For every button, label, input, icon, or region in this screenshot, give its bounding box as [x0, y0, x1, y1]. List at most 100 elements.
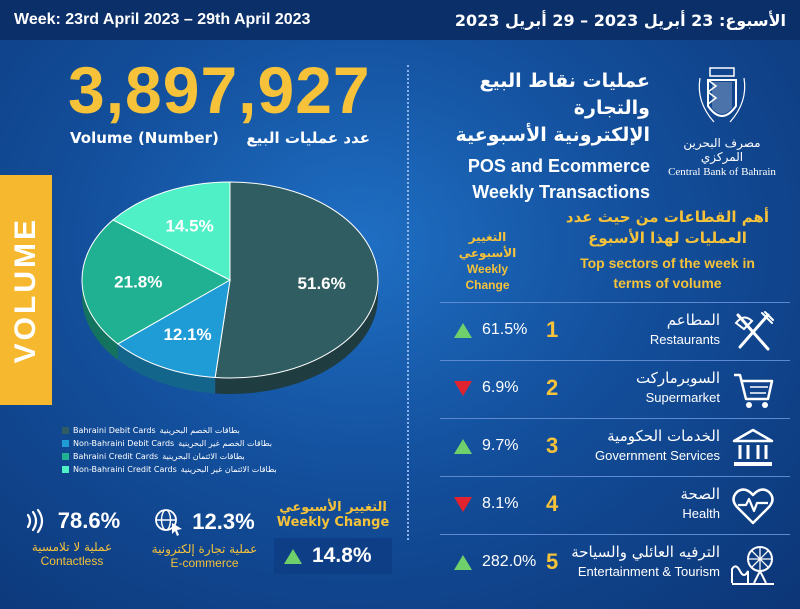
- pie-slice: [112, 181, 231, 281]
- pie-slice: [214, 181, 379, 379]
- sector-rank: 2: [546, 375, 559, 400]
- up-arrow-icon: [454, 554, 472, 570]
- sector-name-en: Health: [682, 506, 720, 521]
- sector-row: 61.5% 1 المطاعم Restaurants: [440, 302, 790, 360]
- sector-name-ar: الخدمات الحكومية: [607, 427, 720, 445]
- up-arrow-icon: [454, 438, 472, 454]
- sector-change: 9.7%: [482, 437, 519, 454]
- sector-change: 8.1%: [482, 495, 519, 512]
- pie-slice: [116, 279, 231, 379]
- total-volume: 3,897,927: [68, 53, 371, 127]
- ecommerce-stat: 12.3% عملية تجارة إلكترونية E-commerce: [142, 508, 267, 570]
- sector-name-ar: المطاعم: [666, 311, 720, 329]
- legend-item: Non-Bahraini Debit Cards بطاقات الخصم غير…: [62, 437, 277, 450]
- legend-label-ar: بطاقات الائتمان غير البحرينية: [180, 465, 277, 474]
- pie-slice-side: [82, 280, 118, 360]
- up-arrow-icon: [284, 548, 302, 564]
- pie-slice-label: 51.6%: [298, 274, 346, 293]
- contactless-icon: [26, 508, 43, 534]
- sectors-heading-ar-1: أهم القطاعات من حيث عدد: [565, 208, 770, 226]
- legend-label-en: Bahraini Credit Cards: [73, 452, 159, 461]
- legend-item: Bahraini Debit Cards بطاقات الخصم البحرين…: [62, 424, 277, 437]
- divider: [407, 65, 409, 540]
- title-ar-line2: الإلكترونية الأسبوعية: [455, 124, 650, 146]
- volume-side-text: VOLUME: [9, 216, 42, 364]
- week-range-en: Week: 23rd April 2023 – 29th April 2023: [14, 11, 311, 28]
- contactless-label-ar: عملية لا تلامسية: [31, 540, 113, 554]
- legend-swatch: [62, 440, 69, 447]
- sector-name-en: Government Services: [595, 448, 720, 463]
- legend-label-ar: بطاقات الخصم البحرينية: [159, 426, 240, 435]
- sector-row: 9.7% 3 الخدمات الحكومية Government Servic…: [440, 418, 790, 476]
- sector-name-ar: السوبرماركت: [635, 369, 720, 387]
- wc-head-ar-2: الأسبوعي: [458, 246, 517, 260]
- shopping-cart-icon: [734, 373, 774, 408]
- title-ar-line1: عمليات نقاط البيع والتجارة: [479, 70, 651, 119]
- sectors-heading-ar-2: العمليات لهذا الأسبوع: [588, 229, 747, 247]
- sector-rank: 1: [546, 317, 559, 342]
- volume-label: Volume (Number) عدد عمليات البيع: [70, 129, 370, 147]
- pie-slice-label: 14.5%: [166, 216, 214, 235]
- weekly-change-column-heading: التغيير الأسبوعي Weekly Change: [440, 229, 535, 293]
- cbb-crest-icon: [698, 67, 746, 123]
- volume-side-label: VOLUME: [0, 175, 52, 405]
- pie-chart-svg: 51.6% 12.1% 21.8% 14.5%: [81, 181, 379, 394]
- week-range-ar: الأسبوع: 23 أبريل 2023 – 29 أبريل 2023: [454, 10, 786, 30]
- pie-slice: [81, 219, 232, 345]
- sector-name-ar: الترفيه العائلي والسياحة: [571, 543, 720, 561]
- weekly-change-label-ar: التغيير الأسبوعي: [279, 500, 387, 515]
- pie-slice-label: 12.1%: [163, 325, 211, 344]
- page-title: عمليات نقاط البيع والتجارة الإلكترونية ا…: [420, 68, 650, 205]
- down-arrow-icon: [454, 380, 472, 396]
- sectors-heading-en-2: terms of volume: [613, 275, 722, 291]
- weekly-change-box: 14.8%: [274, 538, 392, 574]
- sector-row: 282.0% 5 الترفيه العائلي والسياحة Enterta…: [440, 534, 790, 592]
- contactless-label-en: Contactless: [40, 554, 104, 568]
- legend-swatch: [62, 427, 69, 434]
- legend-label-ar: بطاقات الائتمان البحرينية: [162, 452, 245, 461]
- legend-swatch: [62, 466, 69, 473]
- globe-cursor-icon: [155, 509, 183, 536]
- pie-slice-side: [215, 280, 378, 394]
- sector-row: 6.9% 2 السوبرماركت Supermarket: [440, 360, 790, 418]
- sectors-heading-en-1: Top sectors of the week in: [580, 255, 755, 271]
- ecommerce-label-ar: عملية تجارة إلكترونية: [151, 542, 258, 556]
- legend-label-ar: بطاقات الخصم غير البحرينية: [178, 439, 272, 448]
- sector-change: 6.9%: [482, 379, 519, 396]
- weekly-change-stat: التغيير الأسبوعي Weekly Change 14.8%: [274, 500, 392, 574]
- weekly-change-label-en: Weekly Change: [276, 515, 390, 530]
- sector-name-en: Restaurants: [649, 332, 720, 347]
- sector-change: 282.0%: [482, 553, 537, 570]
- payment-stats: 78.6% عملية لا تلامسية Contactless 12.3%…: [12, 500, 397, 600]
- ecommerce-label-en: E-commerce: [170, 556, 239, 570]
- sector-rank: 4: [546, 491, 559, 516]
- wc-head-en-1: Weekly: [466, 262, 509, 276]
- header-bar: Week: 23rd April 2023 – 29th April 2023 …: [0, 0, 800, 40]
- fork-knife-icon: [734, 311, 774, 351]
- pie-slice-label: 21.8%: [114, 273, 162, 292]
- legend-item: Non-Bahraini Credit Cards بطاقات الائتمان…: [62, 463, 277, 476]
- wc-head-en-2: Change: [465, 278, 510, 292]
- sector-name-en: Entertainment & Tourism: [577, 564, 720, 579]
- sector-change: 61.5%: [482, 321, 528, 338]
- contactless-value: 78.6%: [57, 508, 121, 533]
- sector-name-ar: الصحة: [680, 485, 720, 503]
- up-arrow-icon: [454, 322, 472, 338]
- sector-rank: 5: [546, 549, 559, 574]
- sector-rank: 3: [546, 433, 559, 458]
- title-en-line2: Weekly Transactions: [472, 182, 650, 202]
- pie-chart: 51.6% 12.1% 21.8% 14.5%: [70, 175, 390, 415]
- heart-pulse-icon: [732, 488, 774, 525]
- ecommerce-value: 12.3%: [192, 509, 255, 534]
- ferris-wheel-icon: [731, 546, 774, 585]
- volume-label-en: Volume (Number): [70, 129, 219, 147]
- legend-swatch: [62, 453, 69, 460]
- legend-label-en: Non-Bahraini Debit Cards: [73, 439, 175, 448]
- title-en-line1: POS and Ecommerce: [467, 156, 650, 176]
- logo-name-en: Central Bank of Bahrain: [668, 166, 776, 178]
- sector-row: 8.1% 4 الصحة Health: [440, 476, 790, 534]
- down-arrow-icon: [454, 496, 472, 512]
- logo-name-ar: مصرف البحرين المركزي: [683, 136, 761, 164]
- volume-label-ar: عدد عمليات البيع: [246, 129, 370, 147]
- weekly-change-value: 14.8%: [312, 544, 372, 567]
